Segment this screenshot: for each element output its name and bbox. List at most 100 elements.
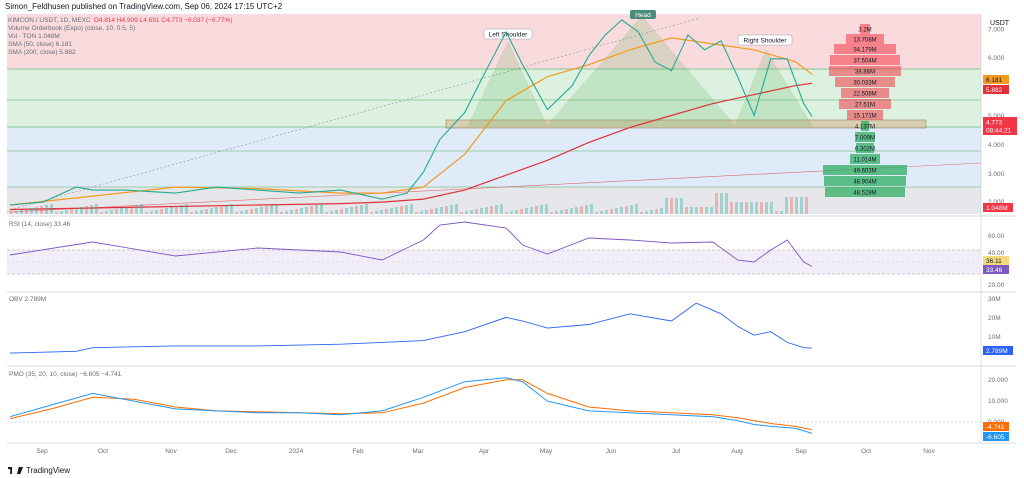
ask-volume-bar xyxy=(835,77,895,87)
volume-bar xyxy=(330,211,333,214)
ask-volume-bar xyxy=(839,99,891,109)
volume-bar xyxy=(500,204,503,214)
rsi-axis[interactable]: 60.00 40.00 20.00 36.11 33.46 xyxy=(983,233,1009,289)
volume-bar xyxy=(485,207,488,214)
volume-bar xyxy=(230,204,233,214)
svg-text:7.000: 7.000 xyxy=(988,27,1005,34)
publish-line: Simon_Feldhusen published on TradingView… xyxy=(5,2,283,11)
volume-bar xyxy=(550,212,553,214)
obv-line xyxy=(9,302,813,354)
volume-bar xyxy=(125,207,128,214)
svg-text:10.000: 10.000 xyxy=(988,398,1008,405)
brand-label: TradingView xyxy=(26,466,71,475)
time-tick-label: Sep xyxy=(795,448,807,455)
volume-bar xyxy=(735,202,738,214)
volume-bar xyxy=(55,212,58,214)
orderbook-label: 13.708M xyxy=(853,38,876,44)
tradingview-logo[interactable]: TradingView xyxy=(8,466,70,475)
head-shape xyxy=(546,15,736,127)
trendline-long xyxy=(6,162,982,213)
volume-bar xyxy=(420,211,423,214)
orderbook-label: 3.2M xyxy=(858,28,871,34)
volume-bar xyxy=(695,207,698,214)
ask-volume-bar xyxy=(829,66,901,76)
tradingview-icon xyxy=(8,467,13,474)
obv-axis[interactable]: 30M 20M 10M 2.789M xyxy=(983,296,1013,355)
svg-text:-4.741: -4.741 xyxy=(986,424,1005,431)
volume-bar xyxy=(100,212,103,214)
symbol-label: KIMCON / USDT, 1D, MEXC xyxy=(8,17,91,24)
time-tick-label: Sep xyxy=(36,448,48,455)
obv-legend: OBV 2.789M xyxy=(9,296,47,303)
time-tick-label: Aug xyxy=(731,448,743,455)
volume-bar xyxy=(315,205,318,214)
volume-bar xyxy=(190,212,193,214)
volume-bar xyxy=(130,206,133,214)
volume-bar xyxy=(780,211,783,214)
volume-bar xyxy=(540,205,543,214)
ask-volume-bar xyxy=(830,55,900,65)
pmo-axis[interactable]: 20.000 10.000 0.000 -4.741 -6.605 xyxy=(983,377,1009,441)
rsi-line xyxy=(9,221,813,267)
price-axis[interactable]: USDT 7.000 6.000 5.000 4.000 3.000 2.000… xyxy=(983,20,1017,212)
orderbook-label: 48.528M xyxy=(853,191,876,197)
bid-volume-bar xyxy=(855,132,875,142)
volume-bar xyxy=(80,207,83,214)
orderbook-profile: 3.2M 13.708M 34.179M 37.504M 38.86M 30.033M 22… xyxy=(823,24,907,197)
volume-bar xyxy=(25,209,28,214)
sma50-label: SMA (50, close) 6.181 xyxy=(8,41,72,48)
volume-bar xyxy=(750,202,753,214)
volume-bar xyxy=(645,211,648,214)
svg-text:2.789M: 2.789M xyxy=(986,348,1008,355)
orderbook-label: 11.014M xyxy=(854,158,877,164)
volume-bar xyxy=(490,206,493,214)
vol-label: Vol · TON 1.048M xyxy=(8,33,60,40)
time-tick-label: Apr xyxy=(479,448,490,455)
bid-volume-bar xyxy=(861,121,869,131)
bid-volume-bar xyxy=(825,187,905,197)
volume-bar xyxy=(375,211,378,214)
right-shoulder-shape xyxy=(734,49,813,127)
svg-text:33.46: 33.46 xyxy=(986,267,1003,274)
volume-bar xyxy=(165,208,168,214)
svg-text:08:44:21: 08:44:21 xyxy=(986,128,1012,135)
volume-bar xyxy=(790,197,793,214)
volume-bar xyxy=(180,205,183,214)
orderbook-label: 27.51M xyxy=(855,103,875,109)
volume-bar xyxy=(580,206,583,214)
volume-bar xyxy=(740,202,743,214)
volume-bar xyxy=(440,207,443,214)
volume-bar xyxy=(620,207,623,214)
volume-bar xyxy=(515,210,518,214)
volume-bar xyxy=(255,208,258,214)
svg-text:40.00: 40.00 xyxy=(988,250,1005,257)
volume-bar xyxy=(715,193,718,214)
time-tick-label: Jul xyxy=(672,448,681,455)
volume-bar xyxy=(595,212,598,214)
ask-volume-bar xyxy=(846,34,884,44)
volume-bar xyxy=(120,208,123,214)
ohlc-values: O4.814 H4.909 L4.691 C4.773 −0.037 (−0.7… xyxy=(93,17,233,24)
volume-bar xyxy=(325,212,328,214)
volume-bar xyxy=(355,206,358,214)
volume-bar xyxy=(360,205,363,214)
orderbook-label: 7.009M xyxy=(855,136,875,142)
volume-bar xyxy=(690,207,693,214)
volume-bar xyxy=(175,206,178,214)
volume-bar xyxy=(570,208,573,214)
volume-bar xyxy=(660,208,663,214)
time-tick-label: 2024 xyxy=(289,448,304,455)
volume-bar xyxy=(590,204,593,214)
volume-bar xyxy=(630,205,633,214)
volume-bar xyxy=(320,204,323,214)
time-axis[interactable]: Sep Oct Nov Dec 2024 Feb Mar Apr May Jun Jul Aug Sep… xyxy=(36,448,935,455)
svg-text:3.000: 3.000 xyxy=(988,171,1005,178)
volume-bar xyxy=(265,206,268,214)
bid-volume-bar xyxy=(850,154,880,164)
orderbook-label: 4.137M xyxy=(855,125,875,131)
volume-bar xyxy=(430,209,433,214)
volume-bar xyxy=(785,197,788,214)
svg-text:Head: Head xyxy=(635,12,651,19)
volume-bar xyxy=(60,211,63,214)
